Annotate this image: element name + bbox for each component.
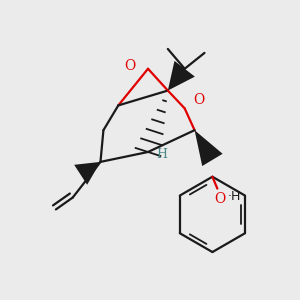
Polygon shape (168, 61, 195, 91)
Polygon shape (74, 162, 100, 185)
Text: O: O (124, 59, 136, 73)
Text: O: O (193, 94, 204, 107)
Text: ·H: ·H (227, 190, 241, 203)
Text: H: H (156, 148, 167, 161)
Text: O: O (215, 191, 226, 206)
Polygon shape (195, 130, 223, 166)
